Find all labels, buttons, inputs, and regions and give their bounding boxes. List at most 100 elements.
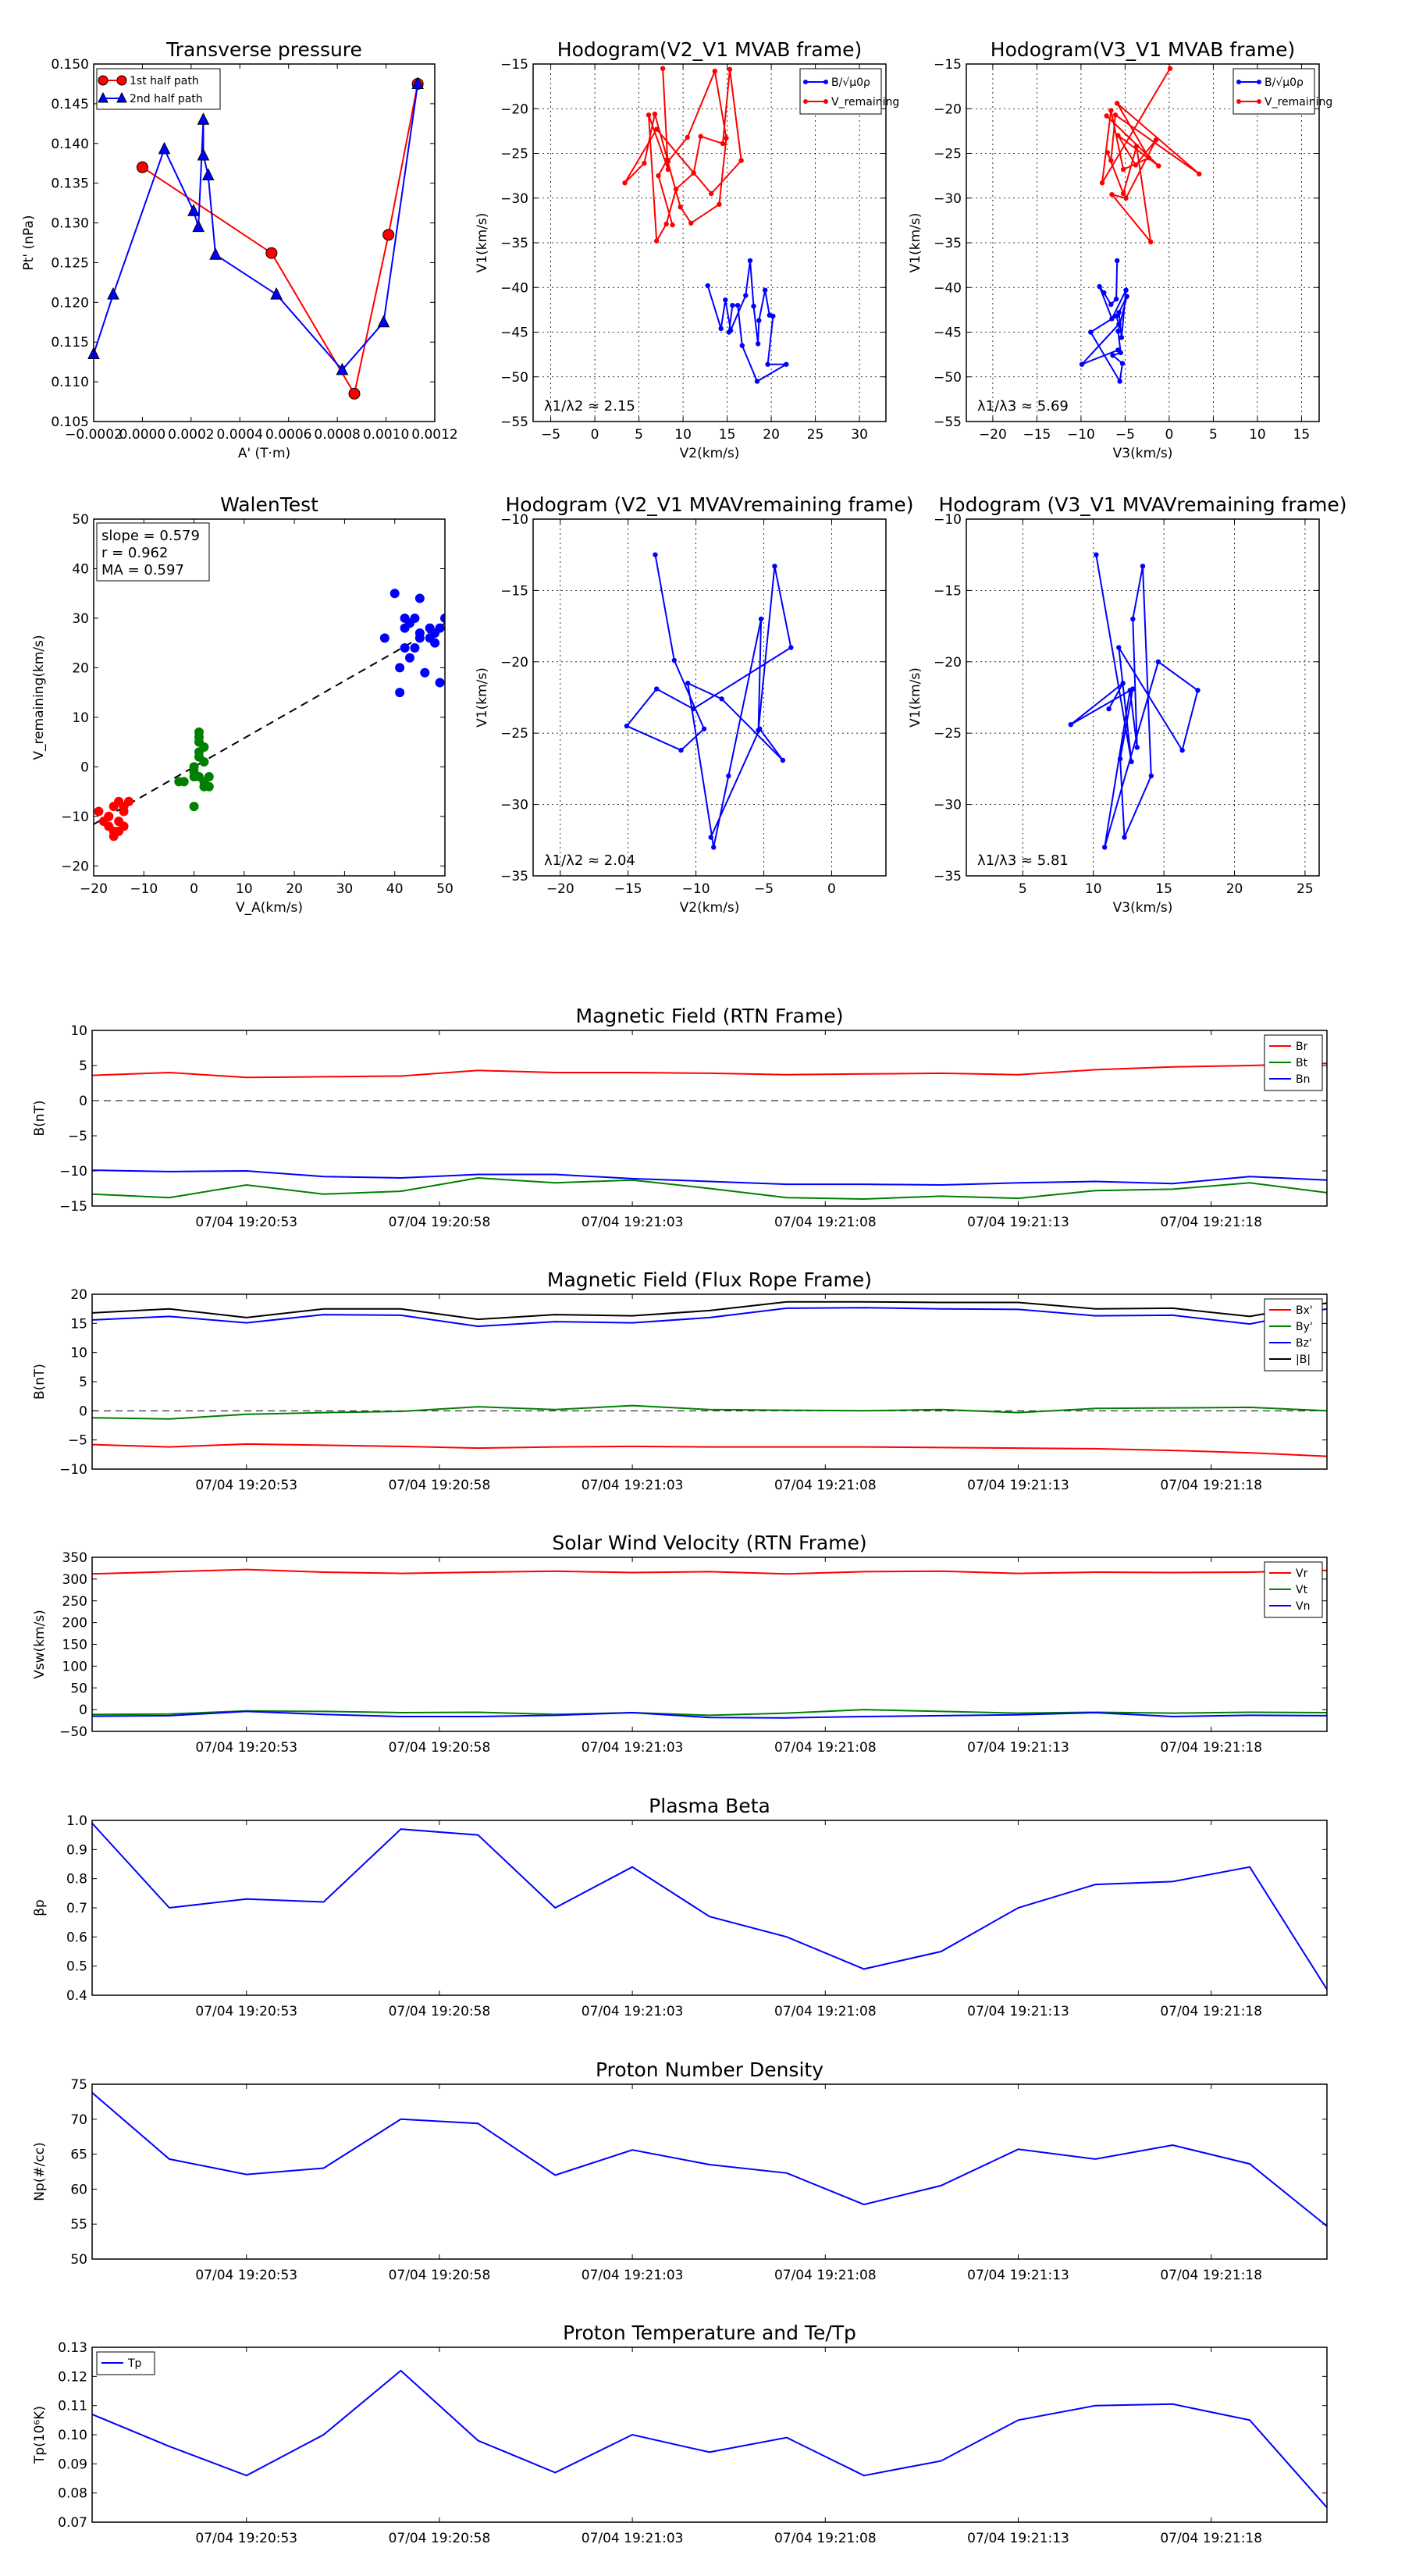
data-point	[1115, 329, 1121, 334]
x-axis-label: V3(km/s)	[1113, 446, 1173, 461]
legend: B/√μ0ρ V_remaining	[799, 68, 899, 115]
data-point	[389, 589, 400, 599]
data-point	[685, 134, 690, 141]
y-tick-label: 55	[70, 2217, 87, 2233]
stats-text: r = 0.962	[101, 545, 168, 561]
data-point	[1146, 155, 1152, 161]
legend-label: 1st half path	[130, 75, 199, 87]
data-point	[136, 161, 148, 173]
chart-title: Hodogram(V2_V1 MVAB frame)	[557, 38, 862, 61]
y-tick-label: −20	[61, 859, 89, 874]
data-point	[1117, 756, 1123, 762]
series-line-1	[92, 1823, 1327, 1991]
x-tick-label: 15	[719, 427, 736, 443]
y-tick-label: −35	[934, 236, 962, 251]
y-axis-label: B(nT)	[32, 1100, 48, 1136]
x-tick-label: 0.0010	[363, 427, 409, 443]
data-point	[1153, 137, 1159, 143]
plot-frame	[532, 63, 887, 422]
y-tick-label: −30	[934, 191, 962, 207]
series-line-1	[92, 1443, 1327, 1457]
eigenvalue-ratio: λ1/λ3 ≈ 5.69	[977, 398, 1069, 415]
data-point	[1134, 745, 1140, 750]
data-point	[194, 732, 204, 742]
data-point	[755, 341, 761, 347]
data-point	[1140, 564, 1146, 569]
data-point	[104, 811, 114, 821]
y-tick-label: 70	[70, 2112, 87, 2128]
x-tick-label: 15	[1293, 427, 1311, 443]
chart-title: Proton Number Density	[596, 2058, 823, 2081]
eigenvalue-ratio: λ1/λ2 ≈ 2.15	[544, 398, 635, 415]
y-tick-label: −50	[500, 370, 528, 386]
x-tick-label: 5	[1019, 881, 1027, 897]
y-tick-label: −10	[934, 512, 962, 528]
legend-label: Bz'	[1296, 1337, 1312, 1350]
y-tick-label: −45	[934, 326, 962, 341]
data-point	[1112, 112, 1119, 118]
x-tick-label: 0	[190, 881, 198, 897]
y-tick-label: −10	[59, 1164, 87, 1179]
x-tick-label: 07/04 19:20:58	[389, 2268, 491, 2283]
y-tick-label: 0.120	[51, 295, 89, 311]
chart-title: Magnetic Field (Flux Rope Frame)	[547, 1268, 872, 1291]
x-tick-label: 07/04 19:21:03	[582, 2268, 684, 2283]
x-tick-label: 20	[1226, 881, 1243, 897]
x-tick-label: −15	[1023, 427, 1051, 443]
chart-title: Proton Temperature and Te/Tp	[563, 2322, 856, 2344]
legend-label: Tp	[127, 2357, 142, 2370]
x-tick-label: 07/04 19:20:58	[389, 1215, 491, 1230]
data-point	[717, 201, 722, 207]
data-point	[1104, 150, 1111, 155]
data-point	[1110, 353, 1115, 358]
x-tick-label: 0	[827, 881, 836, 897]
x-tick-label: −5	[541, 427, 560, 443]
y-axis-label: V1(km/s)	[908, 213, 923, 273]
data-point	[1119, 335, 1125, 340]
data-point	[400, 643, 410, 653]
legend-box	[799, 68, 882, 115]
y-tick-label: 0.135	[51, 176, 89, 192]
mag_rtn-chart: −15 −10 −5 0 5 10 Magnetic Field (RTN Frame) B(…	[32, 1005, 1328, 1230]
data-point	[624, 723, 630, 729]
data-point	[688, 220, 694, 226]
chart-title: Plasma Beta	[649, 1795, 770, 1817]
x-tick-label: 0.0006	[265, 427, 311, 443]
data-point	[192, 219, 205, 233]
series-line-1	[625, 554, 792, 848]
proton_density-chart: 50 55 60 65 70 75 Proton Number Density Np(#/cc…	[32, 2058, 1328, 2283]
legend-box	[1232, 68, 1315, 115]
data-point	[646, 112, 652, 118]
x-tick-label: 07/04 19:21:03	[582, 1215, 684, 1230]
plot-frame	[91, 1293, 1328, 1470]
legend-marker	[116, 91, 127, 103]
data-point	[1130, 616, 1136, 622]
data-point	[197, 148, 210, 161]
data-point	[1130, 686, 1136, 692]
x-tick-label: 25	[1297, 881, 1314, 897]
series-line-2	[624, 68, 742, 244]
data-point	[1106, 706, 1112, 712]
legend-label: Br	[1296, 1041, 1308, 1053]
y-tick-label: 0.140	[51, 137, 89, 152]
hodo_v3v1_mvab-chart: −20 −15 −10 −5 0 5 10 15−55−50−45−40−35−30−25−2…	[908, 38, 1332, 461]
data-point	[1113, 313, 1119, 319]
y-tick-label: 0.150	[51, 57, 89, 73]
data-point	[772, 564, 777, 569]
legend-label: V_remaining	[831, 96, 899, 109]
eigenvalue-ratio: λ1/λ2 ≈ 2.04	[544, 852, 635, 869]
data-point	[1097, 283, 1102, 290]
legend-marker	[803, 99, 808, 104]
data-point	[788, 645, 794, 650]
hodo_v2v1_mvab-chart: −5 0 5 10 15 20 25 30−55−50−45−40−35−30−25−20−1…	[475, 38, 899, 461]
chart-title: Hodogram (V2_V1 MVAVremaining frame)	[506, 493, 914, 516]
data-point	[653, 552, 658, 557]
y-tick-label: 0.08	[58, 2486, 87, 2502]
x-tick-label: −20	[546, 881, 574, 897]
data-point	[757, 726, 763, 731]
data-point	[726, 329, 732, 335]
y-tick-label: −40	[934, 280, 962, 296]
data-point	[762, 287, 768, 293]
